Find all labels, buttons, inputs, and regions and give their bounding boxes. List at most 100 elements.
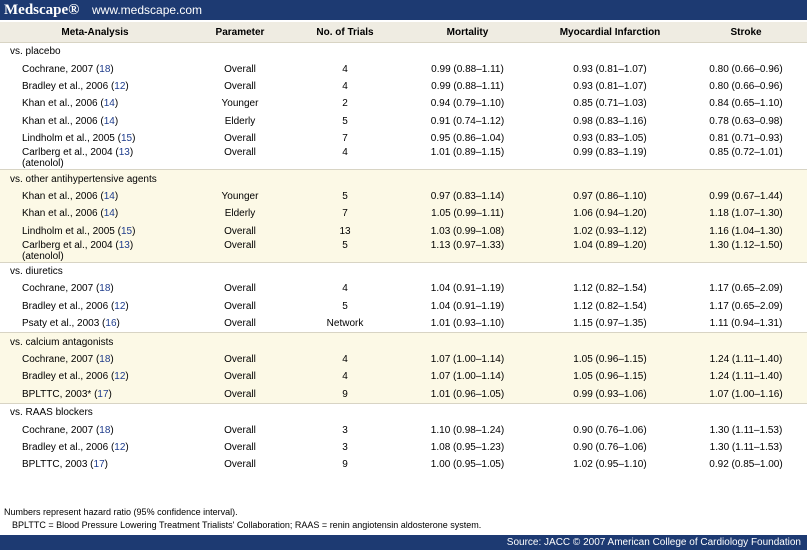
stroke: 0.84 (0.65–1.10) xyxy=(709,98,783,110)
study-text: ) xyxy=(110,424,114,436)
group-row: vs. diuretics xyxy=(0,261,807,281)
reference: 17 xyxy=(93,459,105,471)
stroke: 1.30 (1.11–1.53) xyxy=(709,442,783,453)
stroke: 1.17 (0.65–2.09) xyxy=(709,283,783,295)
study-text: ) xyxy=(114,115,119,127)
parameter: Overall xyxy=(224,424,256,436)
parameter: Overall xyxy=(224,459,256,471)
trials: Network xyxy=(326,318,364,330)
trials: 4 xyxy=(342,63,348,75)
study-text: Khan et al., 2006 ( xyxy=(22,190,104,202)
reference: 17 xyxy=(97,388,109,400)
reference: 16 xyxy=(105,318,117,330)
group: vs. calcium antagonists Cochrane, 2007 (1… xyxy=(0,332,807,404)
study-text: ) xyxy=(108,388,112,400)
reference: 15 xyxy=(120,133,133,145)
study-text: Bradley et al., 2006 ( xyxy=(22,80,115,92)
mortality: 1.07 (1.00–1.14) xyxy=(400,368,535,386)
parameter: Overall xyxy=(224,442,256,453)
reference: 18 xyxy=(99,424,111,436)
stroke: 0.81 (0.71–0.93) xyxy=(709,133,783,145)
parameter: Overall xyxy=(224,133,256,145)
study: Bradley et al., 2006 (12) xyxy=(0,368,190,386)
study-text: Khan et al., 2006 ( xyxy=(22,115,104,127)
source: Source: JACC © 2007 American College of … xyxy=(506,537,801,548)
mortality: 1.03 (0.99–1.08) xyxy=(400,222,535,240)
reference: 14 xyxy=(103,208,115,220)
note: BPLTTC = Blood Pressure Lowering Treatme… xyxy=(12,520,482,530)
stroke: 0.78 (0.63–0.98) xyxy=(709,115,783,127)
reference: 14 xyxy=(103,98,115,110)
myocardial-infarction: 0.98 (0.83–1.16) xyxy=(573,115,647,127)
mortality: 1.13 (0.97–1.33) xyxy=(400,239,535,263)
study: BPLTTC, 2003 (17) xyxy=(0,456,190,473)
mortality: 1.04 (0.91–1.19) xyxy=(430,300,505,312)
site-url: www.medscape.com xyxy=(92,3,203,17)
stroke: 1.07 (1.00–1.16) xyxy=(685,385,807,404)
parameter: Overall xyxy=(224,80,256,92)
study-text: Cochrane, 2007 ( xyxy=(22,354,100,366)
column-header: Myocardial Infarction xyxy=(535,22,685,43)
parameter: Overall xyxy=(190,350,290,369)
trials: 5 xyxy=(342,115,348,127)
trials: 4 xyxy=(290,368,400,386)
myocardial-infarction: 1.12 (0.82–1.54) xyxy=(573,283,647,295)
notes: Numbers represent hazard ratio (95% conf… xyxy=(4,506,481,532)
study-text: ) xyxy=(129,147,134,159)
study-text: ) xyxy=(132,133,136,145)
data-row: Carlberg et al., 2004 (13) (atenolol) Over… xyxy=(0,147,807,170)
parameter: Overall xyxy=(224,300,256,312)
mortality: 0.91 (0.74–1.12) xyxy=(430,115,505,127)
trials: 4 xyxy=(342,147,348,159)
stroke: 1.30 (1.11–1.53) xyxy=(709,424,783,436)
study-text: Carlberg et al., 2004 ( xyxy=(22,147,119,159)
stroke: 1.24 (1.11–1.40) xyxy=(685,368,807,386)
study-text: ) xyxy=(125,300,129,312)
study-text: Cochrane, 2007 ( xyxy=(22,424,100,436)
data-row: Bradley et al., 2006 (12) Overall 4 1.07 (1… xyxy=(0,368,807,386)
data-row: BPLTTC, 2003 (17) Overall 9 1.00 (0.95–1.05… xyxy=(0,456,807,473)
study-text: Khan et al., 2006 ( xyxy=(22,98,104,110)
site-header: Medscape® www.medscape.com xyxy=(0,0,807,20)
reference: 13 xyxy=(118,239,130,251)
study-text: Bradley et al., 2006 ( xyxy=(22,442,115,453)
stroke: 1.18 (1.07–1.30) xyxy=(685,205,807,223)
study-text: ) xyxy=(110,354,114,366)
myocardial-infarction: 0.90 (0.76–1.06) xyxy=(573,424,647,436)
study-text: Cochrane, 2007 ( xyxy=(22,63,100,75)
study: Khan et al., 2006 (14) xyxy=(0,113,190,130)
myocardial-infarction: 1.05 (0.96–1.15) xyxy=(535,368,685,386)
mortality: 1.05 (0.99–1.11) xyxy=(400,205,535,223)
group-label: vs. placebo xyxy=(0,42,807,61)
study: Bradley et al., 2006 (12) xyxy=(0,298,190,315)
data-row: Bradley et al., 2006 (12) Overall 4 0.99 (0… xyxy=(0,78,807,95)
parameter: Overall xyxy=(190,385,290,404)
reference: 18 xyxy=(99,63,111,75)
study: Cochrane, 2007 (18) xyxy=(0,350,190,369)
logo: Medscape® xyxy=(4,2,80,18)
data-row: Cochrane, 2007 (18) Overall 4 1.07 (1.00–1.… xyxy=(0,350,807,369)
stroke: 1.16 (1.04–1.30) xyxy=(685,222,807,240)
stroke: 1.11 (0.94–1.31) xyxy=(709,318,783,330)
myocardial-infarction: 0.99 (0.83–1.19) xyxy=(573,147,647,159)
parameter: Younger xyxy=(221,98,259,110)
mortality: 0.99 (0.88–1.11) xyxy=(431,80,504,92)
reference: 12 xyxy=(114,300,126,312)
study-text: ) xyxy=(114,190,119,202)
mortality: 0.95 (0.86–1.04) xyxy=(430,133,505,145)
study-text: Lindholm et al., 2005 ( xyxy=(22,133,121,145)
mortality: 1.01 (0.89–1.15) xyxy=(430,147,505,159)
study-text: Lindholm et al., 2005 ( xyxy=(22,225,121,237)
group: vs. other antihypertensive agents Khan et… xyxy=(0,169,807,263)
study-text: (atenolol) xyxy=(22,158,64,170)
mortality: 1.08 (0.95–1.23) xyxy=(430,442,505,453)
study: Cochrane, 2007 (18) xyxy=(0,60,190,77)
group: vs. RAAS blockers Cochrane, 2007 (18) Over… xyxy=(0,403,807,474)
myocardial-infarction: 0.93 (0.81–1.07) xyxy=(573,63,647,75)
reference: 12 xyxy=(114,80,126,92)
trials: 5 xyxy=(290,187,400,206)
myocardial-infarction: 0.93 (0.83–1.05) xyxy=(573,133,647,145)
study-text: Bradley et al., 2006 ( xyxy=(22,300,115,312)
mortality: 1.10 (0.98–1.24) xyxy=(430,424,505,436)
